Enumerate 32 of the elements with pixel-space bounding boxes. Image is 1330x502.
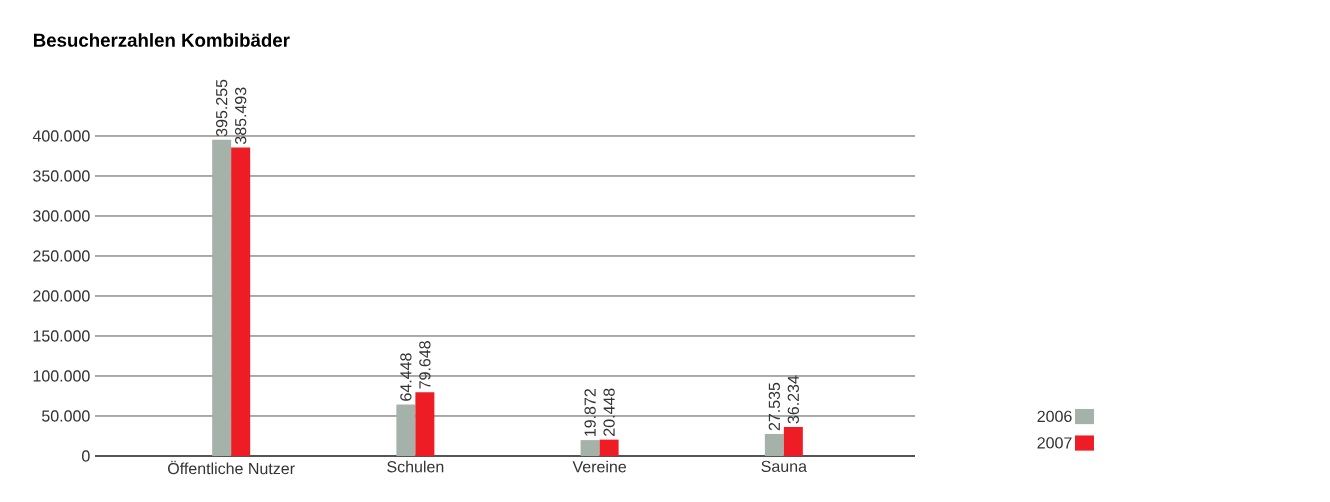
- bar: [415, 392, 435, 456]
- y-tick-label: 100.000: [33, 370, 90, 382]
- x-tick-label: Vereine: [572, 460, 627, 473]
- y-tick-label: 0: [82, 450, 90, 462]
- data-label: 395.255: [216, 79, 228, 137]
- y-tick-label: 150.000: [33, 330, 90, 342]
- x-tick-label: Schulen: [387, 460, 444, 473]
- bar: [396, 404, 416, 456]
- legend-label: 2006: [1037, 410, 1072, 423]
- bar: [599, 439, 619, 456]
- data-label: 79.648: [419, 341, 431, 389]
- x-tick-label: Öffentliche Nutzer: [168, 460, 295, 475]
- bar: [764, 433, 784, 456]
- x-tick-label: Sauna: [761, 460, 807, 473]
- data-label: 20.448: [603, 388, 615, 436]
- bar: [580, 440, 600, 456]
- y-tick-label: 400.000: [32, 130, 90, 142]
- data-label: 385.493: [234, 87, 247, 145]
- data-label: 27.535: [768, 382, 780, 431]
- chart-title: Besucherzahlen Kombibäder: [33, 33, 290, 47]
- data-label: 19.872: [584, 389, 596, 436]
- bar: [212, 139, 232, 456]
- bar: [231, 147, 251, 456]
- data-label: 64.448: [400, 353, 412, 401]
- y-tick-label: 300.000: [33, 210, 90, 222]
- legend-label: 2007: [1037, 437, 1072, 449]
- y-tick-label: 50.000: [42, 410, 90, 422]
- y-tick-label: 250.000: [33, 250, 90, 262]
- data-label: 36.234: [787, 375, 799, 424]
- bar: [783, 427, 803, 456]
- y-tick-label: 200.000: [33, 290, 90, 302]
- y-tick-label: 350.000: [33, 170, 90, 182]
